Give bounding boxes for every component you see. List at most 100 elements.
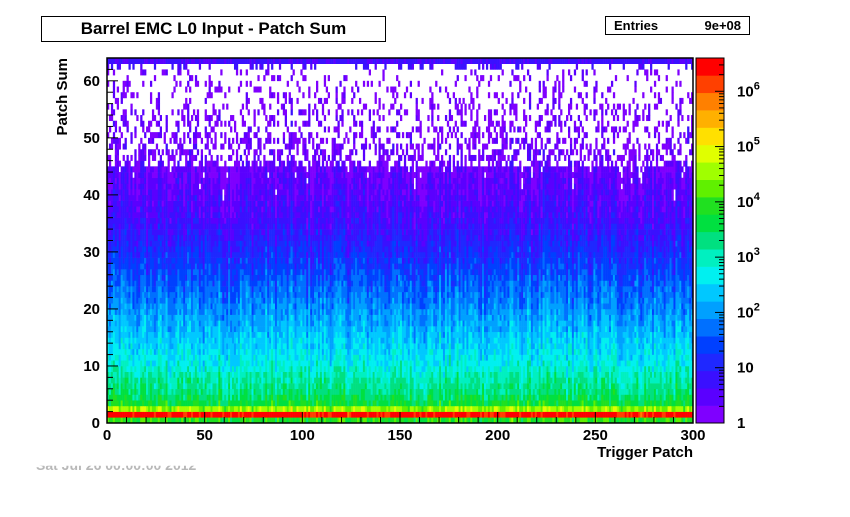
heatmap-cell [466,388,469,395]
heatmap-cell [470,371,473,378]
heatmap-cell [620,365,623,372]
heatmap-cell [550,354,553,361]
heatmap-cell [116,348,120,355]
heatmap-cell [380,354,383,361]
heatmap-cell [429,411,432,418]
heatmap-cell [528,371,532,378]
heatmap-cell [607,331,610,338]
heatmap-cell [571,348,575,355]
heatmap-cell [132,405,135,412]
heatmap-cell [566,383,569,390]
heatmap-cell [390,360,393,367]
heatmap-cell [493,365,497,372]
heatmap-cell [624,411,627,418]
heatmap-cell [314,411,317,418]
heatmap-cell [235,394,239,401]
heatmap-cell [665,411,668,418]
heatmap-cell [202,337,205,344]
heatmap-cell [255,411,258,418]
heatmap-cell [415,388,418,395]
heatmap-cell [605,394,608,401]
heatmap-cell [167,388,170,395]
heatmap-cell [667,405,670,412]
heatmap-cell [626,394,629,401]
heatmap-cell [226,360,229,367]
heatmap-cell [673,348,676,355]
heatmap-cell [562,360,565,367]
heatmap-cell [130,337,133,344]
heatmap-cell [107,411,110,418]
heatmap-cell [358,405,362,412]
heatmap-cell [636,371,639,378]
heatmap-cell [493,360,497,367]
heatmap-cell [116,405,120,412]
heatmap-cell [202,348,205,355]
heatmap-cell [628,371,631,378]
heatmap-cell [489,371,493,378]
heatmap-cell [630,400,633,407]
heatmap-cell [138,388,141,395]
heatmap-cell [179,394,182,401]
heatmap-cell [366,365,370,372]
heatmap-cell [253,383,256,390]
heatmap-cell [189,405,192,412]
heatmap-cell [126,348,129,355]
heatmap-cell [239,348,243,355]
heatmap-cell [189,394,192,401]
heatmap-cell [331,348,334,355]
heatmap-cell [603,348,606,355]
heatmap-cell [321,348,325,355]
heatmap-cell [114,400,118,407]
heatmap-cell [349,405,352,412]
heatmap-cell [390,331,393,338]
heatmap-cell [294,337,297,344]
heatmap-cell [120,371,123,378]
heatmap-cell [317,337,321,344]
heatmap-cell [501,354,504,361]
heatmap-cell [525,383,528,390]
heatmap-cell [501,388,504,395]
heatmap-cell [358,377,362,384]
heatmap-cell [525,394,528,401]
heatmap-cell [360,326,364,333]
heatmap-cell [681,331,684,338]
heatmap-cell [661,360,664,367]
heatmap-cell [357,388,360,395]
heatmap-cell [534,331,538,338]
heatmap-cell [222,348,225,355]
heatmap-cell [566,360,569,367]
heatmap-cell [501,411,504,418]
heatmap-cell [546,394,549,401]
heatmap-cell [476,400,479,407]
heatmap-cell [110,411,114,418]
heatmap-cell [368,417,371,424]
heatmap-cell [280,400,284,407]
heatmap-cell [413,337,416,344]
heatmap-cell [325,337,329,344]
heatmap-cell [429,326,432,333]
heatmap-cell [325,405,329,412]
heatmap-cell [437,411,440,418]
heatmap-cell [515,331,518,338]
heatmap-cell [646,360,649,367]
heatmap-cell [218,405,221,412]
heatmap-cell [224,400,227,407]
heatmap-cell [607,337,610,344]
heatmap-cell [210,411,213,418]
heatmap-cell [196,411,200,418]
heatmap-cell [630,337,633,344]
heatmap-cell [142,326,145,333]
heatmap-cell [269,360,272,367]
heatmap-cell [239,388,243,395]
heatmap-cell [687,394,690,401]
heatmap-cell [622,365,625,372]
heatmap-cell [140,343,143,350]
heatmap-cell [257,383,260,390]
heatmap-cell [476,343,479,350]
heatmap-cell [532,417,536,424]
heatmap-cell [232,377,235,384]
heatmap-cell [110,417,114,424]
heatmap-cell [677,377,680,384]
heatmap-cell [271,354,274,361]
heatmap-cell [286,331,289,338]
